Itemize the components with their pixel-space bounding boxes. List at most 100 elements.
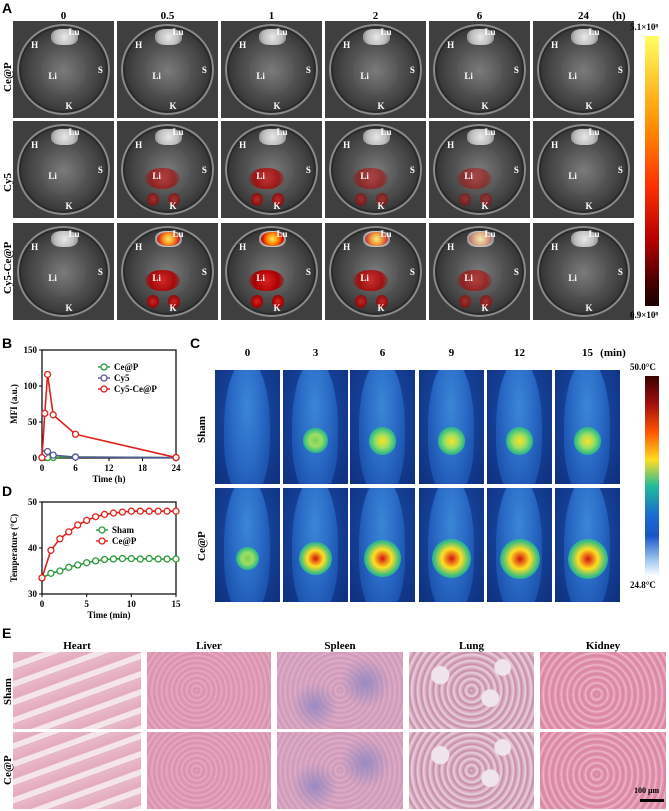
panel-a-colorbar xyxy=(645,36,659,306)
mouse-body xyxy=(457,46,502,95)
organ-label: K xyxy=(65,100,73,111)
legend-label: Cy5 xyxy=(114,373,130,383)
panel-c-time-header: 3 xyxy=(312,347,319,359)
x-tick-label: 15 xyxy=(172,599,182,609)
organ-label: Lu xyxy=(68,228,80,239)
y-tick-label: 50 xyxy=(28,497,38,507)
organ-label: K xyxy=(377,200,385,211)
lung-organ xyxy=(571,230,598,248)
mouse-body xyxy=(561,146,606,195)
fluorescence-liver xyxy=(353,269,388,291)
fluorescence-kidney-r xyxy=(375,294,388,309)
organ-label: S xyxy=(513,266,519,277)
organ-label: S xyxy=(201,164,207,175)
panel-a-time-header: 6 xyxy=(476,10,483,22)
panel-c-time-unit: (min) xyxy=(600,347,626,359)
data-point xyxy=(65,528,73,536)
x-tick-label: 5 xyxy=(84,599,89,609)
legend-label: Sham xyxy=(112,525,135,535)
organ-label: Li xyxy=(152,171,161,182)
y-axis-label: MFI (a.u.) xyxy=(9,384,19,424)
organ-label: Lu xyxy=(68,126,80,137)
lung-organ xyxy=(571,28,598,46)
panel-e-histology-tile xyxy=(540,732,666,809)
organ-label: Lu xyxy=(172,26,184,37)
panel-c-colorbar-max: 50.0°C xyxy=(630,362,656,372)
mouse-body xyxy=(249,46,294,95)
panel-a-colorbar-min: 0.9×10⁸ xyxy=(630,310,659,320)
organ-label: K xyxy=(65,302,73,313)
organ-label: H xyxy=(447,242,455,253)
panel-a-tile: H Lu S Li K xyxy=(429,21,530,118)
fluorescence-liver xyxy=(457,269,492,291)
organ-label: H xyxy=(239,140,247,151)
heat-spot xyxy=(235,546,260,571)
panel-a-row-label: Cy5 xyxy=(2,172,14,192)
data-point xyxy=(172,507,180,515)
organ-label: Li xyxy=(48,71,57,82)
organ-label: H xyxy=(551,140,559,151)
organ-label: K xyxy=(585,100,593,111)
organ-label: Lu xyxy=(588,228,600,239)
data-point xyxy=(38,453,46,462)
panel-e-histology-tile xyxy=(409,652,534,729)
fluorescence-kidney-r xyxy=(375,192,388,207)
panel-a-time-unit: (h) xyxy=(612,10,626,22)
x-tick-label: 24 xyxy=(172,463,182,473)
organ-label: H xyxy=(551,242,559,253)
fluorescence-kidney-l xyxy=(251,192,264,207)
organ-label: Li xyxy=(256,273,265,284)
y-tick-label: 50 xyxy=(28,417,38,427)
panel-a-tile: H Lu S Li K xyxy=(117,121,218,218)
data-point xyxy=(136,555,144,563)
heat-spot xyxy=(364,540,401,578)
organ-label: Li xyxy=(360,273,369,284)
panel-e-row-label: Ce@P xyxy=(2,754,14,785)
panel-a-tile: H Lu S Li K xyxy=(13,21,114,118)
panel-c-label: C xyxy=(190,335,201,351)
organ-label: H xyxy=(343,242,351,253)
lung-organ xyxy=(363,28,390,46)
organ-label: S xyxy=(617,64,623,75)
fluorescence-kidney-l xyxy=(251,294,264,309)
panel-c-thermal-tile xyxy=(419,370,484,484)
organ-label: Li xyxy=(256,71,265,82)
panel-a-time-header: 1 xyxy=(268,10,275,22)
organ-label: S xyxy=(97,266,103,277)
organ-label: H xyxy=(135,242,143,253)
panel-a-tile: H Lu S Li K xyxy=(325,21,426,118)
organ-label: Lu xyxy=(276,228,288,239)
fluorescence-lung xyxy=(469,231,492,247)
panel-c-time-header: 15 xyxy=(582,347,593,359)
panel-c-colorbar-min: 24.8°C xyxy=(630,580,656,590)
panel-c-time-header: 0 xyxy=(244,347,251,359)
panel-a-tile: H Lu S Li K xyxy=(429,121,530,218)
data-point xyxy=(118,508,127,516)
heat-spot xyxy=(303,428,328,453)
organ-label: H xyxy=(447,140,455,151)
panel-a-tile: H Lu S Li K xyxy=(221,21,322,118)
y-axis-label: Temperature (°C) xyxy=(9,514,19,582)
panel-c-thermal-tile xyxy=(215,370,280,484)
organ-label: Lu xyxy=(588,126,600,137)
lung-organ xyxy=(259,128,286,146)
legend-marker xyxy=(100,385,108,393)
series-line xyxy=(41,374,177,459)
panel-c-time-header: 12 xyxy=(514,347,525,359)
panel-a-tile: H Lu S Li K xyxy=(325,121,426,218)
legend-marker xyxy=(100,363,108,371)
lung-organ xyxy=(259,28,286,46)
organ-label: S xyxy=(97,164,103,175)
data-point xyxy=(127,507,135,515)
panel-a-tile: H Lu S Li K xyxy=(325,223,426,320)
organ-label: Lu xyxy=(68,26,80,37)
organ-label: S xyxy=(513,64,519,75)
mouse-body xyxy=(561,248,606,297)
panel-c-thermal-tile xyxy=(350,488,415,602)
data-point xyxy=(154,555,162,563)
organ-label: S xyxy=(305,64,311,75)
fluorescence-kidney-r xyxy=(271,192,284,207)
y-tick-label: 30 xyxy=(28,589,38,599)
lung-organ xyxy=(363,128,390,146)
